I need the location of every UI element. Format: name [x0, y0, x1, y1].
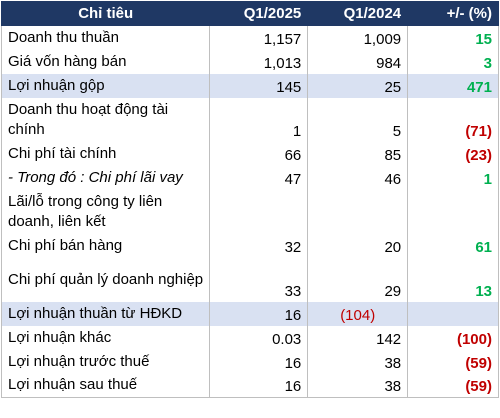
value-change: 1	[407, 165, 499, 190]
row-label: Lãi/lỗ trong công ty liên doanh, liên kế…	[0, 189, 211, 234]
value-q1-2024: 85	[307, 141, 409, 166]
value-q1-2025: 16	[209, 373, 309, 398]
value-q1-2024: 38	[307, 373, 409, 398]
value-q1-2024: 5	[307, 97, 409, 142]
value-change: 471	[407, 73, 499, 98]
value-q1-2025: 33	[209, 257, 309, 302]
value-q1-2025: 16	[209, 349, 309, 374]
value-q1-2025: 66	[209, 141, 309, 166]
table-row: Lãi/lỗ trong công ty liên doanh, liên kế…	[0, 189, 499, 234]
table-row: Giá vốn hàng bán 1,013 984 3	[0, 49, 499, 74]
row-label: Doanh thu hoạt động tài chính	[0, 97, 211, 142]
row-label: Lợi nhuận trước thuế	[0, 349, 211, 374]
value-change	[407, 189, 499, 234]
income-statement-table: Chỉ tiêu Q1/2025 Q1/2024 +/- (%) Doanh t…	[0, 1, 499, 398]
value-q1-2024: 142	[307, 325, 409, 350]
header-q1-2024: Q1/2024	[307, 1, 409, 26]
header-change-percent: +/- (%)	[407, 1, 499, 26]
value-q1-2024: 46	[307, 165, 409, 190]
value-q1-2024: 25	[307, 73, 409, 98]
value-change: (59)	[407, 349, 499, 374]
value-q1-2024: 20	[307, 233, 409, 258]
value-q1-2025: 1,157	[209, 25, 309, 50]
table-row: Lợi nhuận sau thuế 16 38 (59)	[0, 373, 499, 398]
value-q1-2025	[209, 189, 309, 234]
table-row: Chi phí bán hàng 32 20 61	[0, 233, 499, 258]
value-change: (100)	[407, 325, 499, 350]
value-q1-2025: 1	[209, 97, 309, 142]
row-label: Lợi nhuận sau thuế	[0, 373, 211, 398]
value-change	[407, 301, 499, 326]
value-change: 15	[407, 25, 499, 50]
row-label: Lợi nhuận khác	[0, 325, 211, 350]
value-q1-2025: 47	[209, 165, 309, 190]
row-label: Chi phí quản lý doanh nghiệp	[0, 257, 211, 302]
row-label: Chi phí bán hàng	[0, 233, 211, 258]
table-row: Doanh thu hoạt động tài chính 1 5 (71)	[0, 97, 499, 142]
row-label: Chi phí tài chính	[0, 141, 211, 166]
row-label: - Trong đó : Chi phí lãi vay	[0, 165, 211, 190]
table-row: Doanh thu thuần 1,157 1,009 15	[0, 25, 499, 50]
header-row: Chỉ tiêu Q1/2025 Q1/2024 +/- (%)	[0, 1, 499, 26]
table-row-highlighted: Lợi nhuận thuần từ HĐKD 16 (104)	[0, 301, 499, 326]
value-q1-2024: 1,009	[307, 25, 409, 50]
table-row-highlighted: Lợi nhuận gộp 145 25 471	[0, 73, 499, 98]
table-row: Chi phí quản lý doanh nghiệp 33 29 13	[0, 257, 499, 302]
header-q1-2025: Q1/2025	[209, 1, 309, 26]
value-q1-2025: 16	[209, 301, 309, 326]
value-q1-2024: 29	[307, 257, 409, 302]
row-label: Doanh thu thuần	[0, 25, 211, 50]
row-label: Giá vốn hàng bán	[0, 49, 211, 74]
value-change: 61	[407, 233, 499, 258]
value-change: (71)	[407, 97, 499, 142]
value-change: (59)	[407, 373, 499, 398]
table-row: Lợi nhuận khác 0.03 142 (100)	[0, 325, 499, 350]
value-change: 3	[407, 49, 499, 74]
value-q1-2024: (104)	[307, 301, 409, 326]
table-row: Chi phí tài chính 66 85 (23)	[0, 141, 499, 166]
value-q1-2024	[307, 189, 409, 234]
value-change: (23)	[407, 141, 499, 166]
value-q1-2025: 1,013	[209, 49, 309, 74]
value-q1-2025: 32	[209, 233, 309, 258]
table-row: - Trong đó : Chi phí lãi vay 47 46 1	[0, 165, 499, 190]
table-row: Lợi nhuận trước thuế 16 38 (59)	[0, 349, 499, 374]
value-q1-2025: 0.03	[209, 325, 309, 350]
value-q1-2024: 38	[307, 349, 409, 374]
value-q1-2025: 145	[209, 73, 309, 98]
row-label: Lợi nhuận gộp	[0, 73, 211, 98]
value-change: 13	[407, 257, 499, 302]
row-label: Lợi nhuận thuần từ HĐKD	[0, 301, 211, 326]
header-indicator: Chỉ tiêu	[0, 1, 211, 26]
value-q1-2024: 984	[307, 49, 409, 74]
